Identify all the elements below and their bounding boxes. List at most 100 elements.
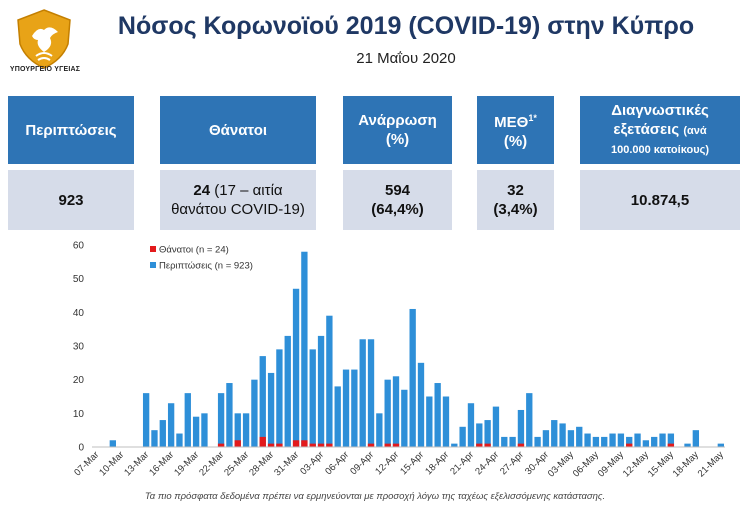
- x-tick-label: 13-Mar: [122, 449, 151, 478]
- tests-header: Διαγνωστικές εξετάσεις (ανά 100.000 κατο…: [580, 96, 740, 164]
- x-tick-label: 27-Apr: [498, 449, 526, 477]
- cases-bar: [517, 409, 525, 447]
- cases-bar: [351, 369, 358, 447]
- deaths-bar: [217, 443, 225, 447]
- x-tick-label: 31-Mar: [272, 449, 301, 478]
- deaths-bar: [267, 443, 275, 447]
- x-tick-label: 18-May: [671, 449, 701, 479]
- cases-bar: [384, 379, 391, 447]
- cases-bar: [267, 372, 275, 447]
- x-tick-label: 12-Apr: [373, 449, 401, 477]
- x-tick-label: 15-Apr: [398, 449, 426, 477]
- cases-bar: [192, 416, 200, 447]
- icu-pct: (3,4%): [493, 201, 538, 218]
- cases-bar: [459, 426, 466, 447]
- icu-value: 32: [507, 182, 524, 199]
- deaths-bar: [276, 443, 283, 447]
- tests-value: 10.874,5: [630, 191, 690, 209]
- recovered-header: Ανάρρωση (%): [343, 96, 452, 164]
- cases-bar: [109, 440, 116, 447]
- cases-bar: [159, 420, 166, 447]
- legend-cases-label: Περιπτώσεις (n = 923): [159, 261, 253, 272]
- deaths-bar: [517, 443, 525, 447]
- epidemic-curve-chart: 0 10 20 30 40 50 60 07-Mar10-Mar13-Mar16-Mar19-…: [72, 241, 726, 480]
- deaths-value: 24: [193, 182, 211, 199]
- y-tick-label: 20: [73, 375, 85, 386]
- cases-bar: [692, 430, 700, 447]
- x-tick-label: 07-Mar: [72, 449, 101, 478]
- deaths-bar: [309, 443, 316, 447]
- cases-header: Περιπτώσεις: [8, 96, 134, 164]
- cases-bar: [259, 356, 266, 447]
- deaths-bar: [317, 443, 325, 447]
- x-tick-label: 03-Apr: [298, 449, 326, 477]
- ministry-logo: [8, 6, 80, 84]
- legend-deaths-label: Θάνατοι (n = 24): [159, 245, 229, 256]
- y-tick-label: 60: [73, 241, 85, 252]
- x-tick-label: 06-Apr: [323, 449, 351, 477]
- cases-bar: [567, 430, 575, 447]
- x-tick-label: 06-May: [571, 449, 601, 479]
- cases-bar: [292, 288, 300, 447]
- deaths-bar: [259, 436, 266, 447]
- cases-bar: [617, 433, 625, 447]
- cases-bar: [609, 433, 616, 447]
- y-tick-label: 10: [73, 409, 85, 420]
- cases-bar: [684, 443, 691, 447]
- coat-of-arms-icon: [17, 9, 71, 69]
- recovered-value: 594: [384, 182, 411, 199]
- cases-bar: [376, 413, 383, 447]
- deaths-bar: [292, 440, 300, 447]
- cases-bar: [592, 436, 600, 447]
- page-title: Νόσος Κορωνοϊού 2019 (COVID-19) στην Κύπ…: [117, 12, 695, 40]
- x-tick-label: 09-Apr: [348, 449, 376, 477]
- legend-deaths-swatch: [150, 246, 156, 252]
- cases-bar: [467, 403, 475, 447]
- cases-bar: [576, 426, 583, 447]
- cases-bar: [359, 339, 366, 447]
- cases-bar: [251, 379, 258, 447]
- x-tick-label: 28-Mar: [247, 449, 276, 478]
- icu-value-box: 32 (3,4%): [477, 170, 554, 230]
- y-tick-label: 30: [73, 342, 85, 353]
- deaths-header: Θάνατοι: [160, 96, 316, 164]
- x-tick-label: 18-Apr: [423, 449, 451, 477]
- y-tick-label: 0: [78, 443, 84, 454]
- cases-bar: [234, 413, 241, 447]
- cases-value-box: 923: [8, 170, 134, 230]
- cases-bar: [551, 420, 558, 447]
- x-tick-label: 10-Mar: [97, 449, 126, 478]
- cases-bar: [167, 403, 175, 447]
- cases-bar: [201, 413, 208, 447]
- cases-bar: [367, 339, 375, 447]
- cases-bar: [401, 389, 408, 447]
- tests-value-box: 10.874,5: [580, 170, 740, 230]
- x-tick-label: 24-Apr: [473, 449, 501, 477]
- cases-bar: [176, 433, 183, 447]
- cases-bar: [226, 383, 233, 447]
- cases-bar: [451, 443, 458, 447]
- cases-bar: [501, 436, 508, 447]
- deaths-bar: [234, 440, 241, 447]
- x-tick-label: 19-Mar: [172, 449, 201, 478]
- deaths-bar: [392, 443, 400, 447]
- cases-bar: [667, 433, 675, 447]
- cases-bar: [601, 436, 608, 447]
- cases-bar: [142, 393, 150, 447]
- cases-bar: [651, 436, 658, 447]
- icu-header: ΜΕΘ1* (%): [477, 96, 554, 164]
- x-tick-label: 22-Mar: [197, 449, 226, 478]
- cases-bar: [476, 423, 483, 447]
- cases-bar: [276, 349, 283, 447]
- cases-bar: [626, 436, 633, 447]
- x-tick-label: 03-May: [546, 449, 576, 479]
- cases-bar: [509, 436, 516, 447]
- cases-bar: [417, 362, 425, 447]
- deaths-bar: [476, 443, 483, 447]
- x-tick-label: 09-May: [596, 449, 626, 479]
- y-tick-label: 40: [73, 308, 85, 319]
- cases-bar: [242, 413, 250, 447]
- recovered-value-box: 594 (64,4%): [343, 170, 452, 230]
- cases-bar: [342, 369, 350, 447]
- x-tick-label: 16-Mar: [147, 449, 176, 478]
